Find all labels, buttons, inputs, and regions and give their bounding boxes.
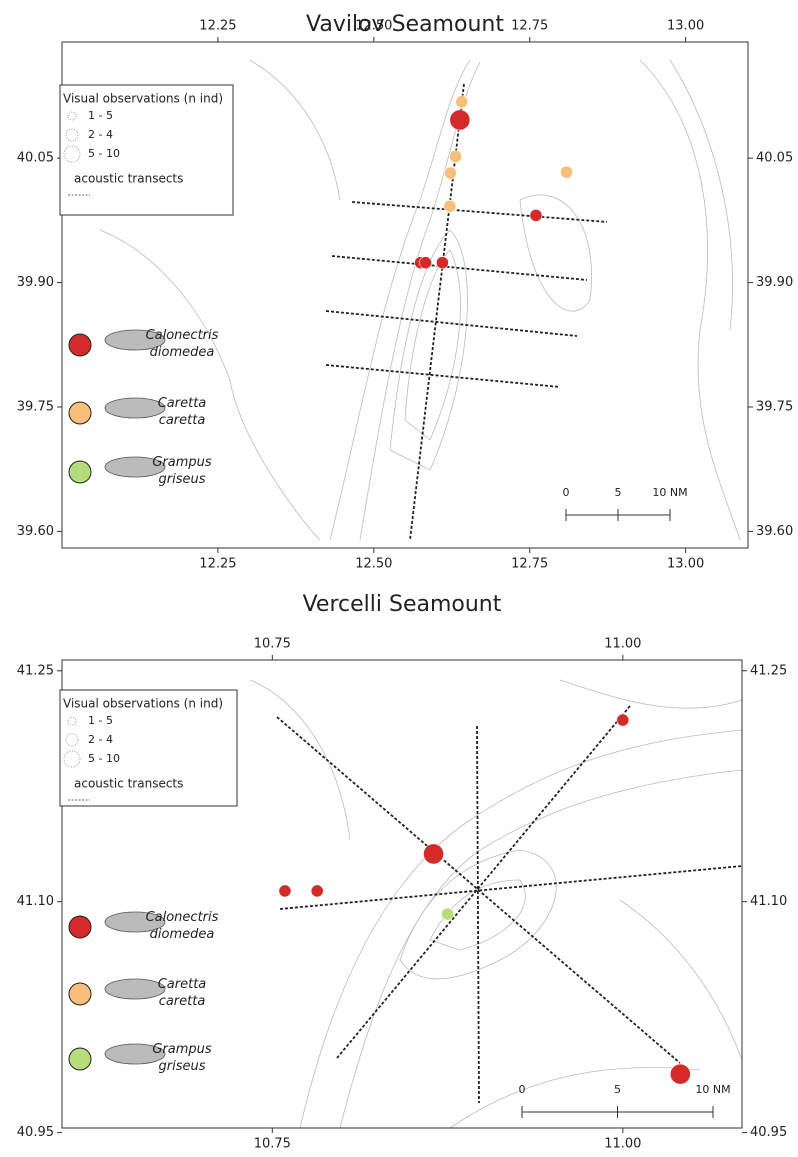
x-tick-label: 12.75	[511, 557, 548, 572]
y-tick-label: 40.05	[17, 151, 54, 166]
x-tick-label: 12.25	[199, 19, 236, 34]
species-key	[69, 1048, 91, 1070]
transect-key-label: acoustic transects	[74, 172, 183, 186]
size-key-label: 2 - 4	[88, 128, 113, 141]
scale-label: 10 NM	[695, 1083, 730, 1096]
species-key	[69, 334, 91, 356]
y-tick-label: 39.75	[756, 399, 793, 414]
legend-title: Visual observations (n ind)	[63, 92, 223, 106]
scale-label: 0	[519, 1083, 526, 1096]
x-tick-label: 13.00	[667, 19, 704, 34]
observation	[617, 714, 629, 726]
species-key	[69, 402, 91, 424]
x-tick-label: 10.75	[254, 637, 291, 652]
y-tick-label: 40.05	[756, 151, 793, 166]
scale-label: 0	[563, 486, 570, 499]
observation	[441, 908, 453, 920]
observation	[444, 167, 456, 179]
transects-1	[326, 84, 607, 540]
species-key	[69, 916, 91, 938]
figure: Vavilov Seamount 12.25 12.25 12.50 12.50 12.7…	[0, 0, 798, 1157]
y-tick-label: 39.90	[17, 275, 54, 290]
legend-title: Visual observations (n ind)	[63, 697, 223, 711]
size-key-label: 5 - 10	[88, 752, 120, 765]
transects-2	[277, 706, 742, 1103]
map-title: Vavilov Seamount	[306, 12, 504, 37]
size-key-label: 5 - 10	[88, 147, 120, 160]
species-illustration	[105, 398, 165, 418]
y-tick-label: 41.25	[17, 663, 54, 678]
x-tick-label: 11.00	[604, 637, 641, 652]
observation	[423, 844, 443, 864]
observation	[670, 1064, 690, 1084]
scale-label: 5	[614, 1083, 621, 1096]
observation	[449, 150, 461, 162]
x-tick-label: 11.00	[604, 1137, 641, 1152]
observation	[436, 257, 448, 269]
scale-label: 5	[615, 486, 622, 499]
y-tick-label: 39.90	[756, 275, 793, 290]
size-key-label: 2 - 4	[88, 733, 113, 746]
x-tick-label: 12.25	[199, 557, 236, 572]
y-tick-label: 41.25	[750, 663, 787, 678]
x-tick-label: 12.75	[511, 19, 548, 34]
observation	[530, 209, 542, 221]
scale-label: 10 NM	[652, 486, 687, 499]
observation	[450, 110, 470, 130]
y-tick-label: 39.60	[17, 524, 54, 539]
species-key	[69, 461, 91, 483]
species-illustration	[105, 979, 165, 999]
y-tick-label: 40.95	[17, 1125, 54, 1140]
observation	[456, 96, 468, 108]
x-tick-label: 12.50	[355, 557, 392, 572]
x-tick-label: 12.50	[355, 19, 392, 34]
y-tick-label: 39.75	[17, 399, 54, 414]
transect-key-label: acoustic transects	[74, 777, 183, 791]
x-tick-label: 13.00	[667, 557, 704, 572]
size-key-label: 1 - 5	[88, 109, 113, 122]
observation	[560, 166, 572, 178]
size-key-label: 1 - 5	[88, 714, 113, 727]
observation	[279, 885, 291, 897]
observation	[444, 200, 456, 212]
map-title: Vercelli Seamount	[303, 592, 502, 617]
y-tick-label: 40.95	[750, 1125, 787, 1140]
observation	[311, 885, 323, 897]
observation	[419, 257, 431, 269]
y-tick-label: 39.60	[756, 524, 793, 539]
species-key	[69, 983, 91, 1005]
y-tick-label: 41.10	[750, 894, 787, 909]
y-tick-label: 41.10	[17, 894, 54, 909]
x-tick-label: 10.75	[254, 1137, 291, 1152]
